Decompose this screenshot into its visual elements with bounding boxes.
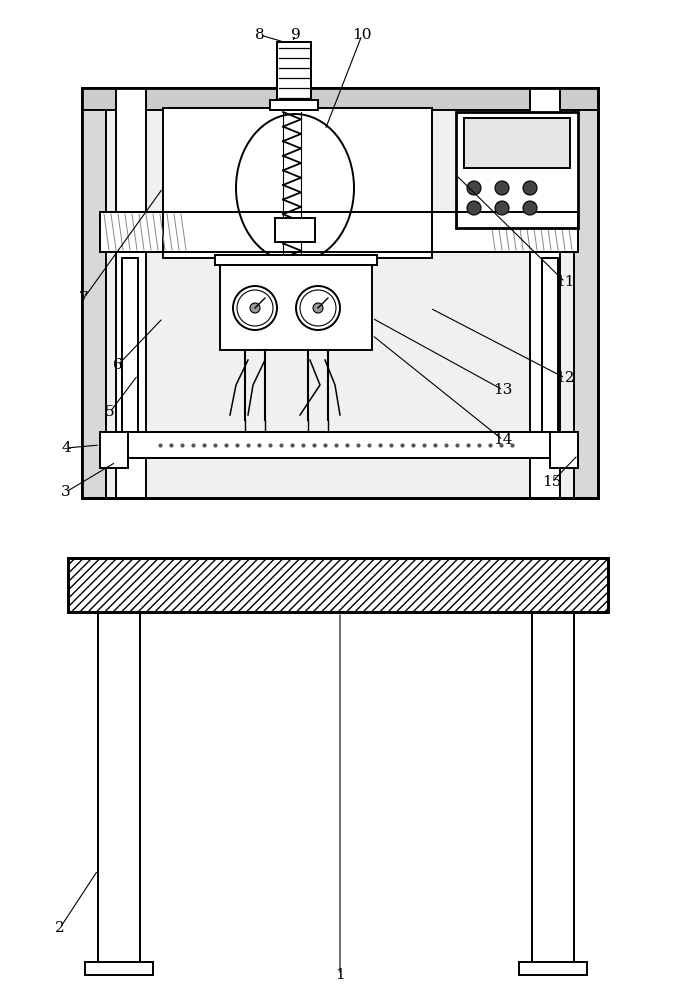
Circle shape: [296, 286, 340, 330]
Bar: [456, 112, 578, 228]
Bar: [163, 108, 432, 258]
Circle shape: [250, 303, 260, 313]
Bar: [519, 962, 587, 975]
Text: 3: 3: [61, 485, 71, 499]
Circle shape: [495, 201, 509, 215]
Bar: [100, 212, 578, 252]
Bar: [100, 432, 128, 468]
Bar: [275, 218, 315, 242]
Circle shape: [467, 181, 481, 195]
Bar: [215, 255, 377, 265]
Text: 5: 5: [105, 405, 115, 419]
Circle shape: [233, 286, 277, 330]
Bar: [122, 258, 138, 432]
Text: 13: 13: [493, 383, 513, 397]
Circle shape: [523, 181, 537, 195]
Text: 11: 11: [555, 275, 575, 289]
Text: 6: 6: [113, 358, 123, 372]
Text: 15: 15: [543, 475, 561, 489]
Bar: [68, 558, 608, 612]
Bar: [277, 42, 311, 108]
Text: 2: 2: [55, 921, 65, 935]
Bar: [270, 100, 318, 110]
Bar: [100, 212, 578, 252]
Circle shape: [523, 201, 537, 215]
Bar: [530, 88, 560, 498]
Text: 4: 4: [61, 441, 71, 455]
Bar: [82, 88, 106, 498]
Text: 14: 14: [493, 433, 513, 447]
Bar: [574, 88, 598, 498]
Text: 8: 8: [255, 28, 265, 42]
Bar: [82, 88, 598, 498]
Bar: [220, 262, 372, 350]
Bar: [68, 558, 608, 612]
Bar: [550, 432, 578, 468]
Bar: [542, 258, 558, 432]
Bar: [82, 88, 598, 498]
Circle shape: [313, 303, 323, 313]
Bar: [85, 962, 153, 975]
Circle shape: [237, 290, 273, 326]
Text: 10: 10: [353, 28, 372, 42]
Bar: [98, 612, 140, 962]
Circle shape: [495, 181, 509, 195]
Text: 12: 12: [555, 371, 575, 385]
Circle shape: [467, 201, 481, 215]
Ellipse shape: [236, 114, 354, 262]
Bar: [277, 42, 311, 108]
Text: 7: 7: [79, 291, 89, 305]
Bar: [100, 432, 578, 458]
Circle shape: [300, 290, 336, 326]
Bar: [116, 88, 146, 498]
Text: 9: 9: [291, 28, 301, 42]
Bar: [532, 612, 574, 962]
Bar: [82, 88, 598, 110]
Text: 1: 1: [335, 968, 345, 982]
Bar: [100, 432, 578, 458]
Bar: [464, 118, 570, 168]
